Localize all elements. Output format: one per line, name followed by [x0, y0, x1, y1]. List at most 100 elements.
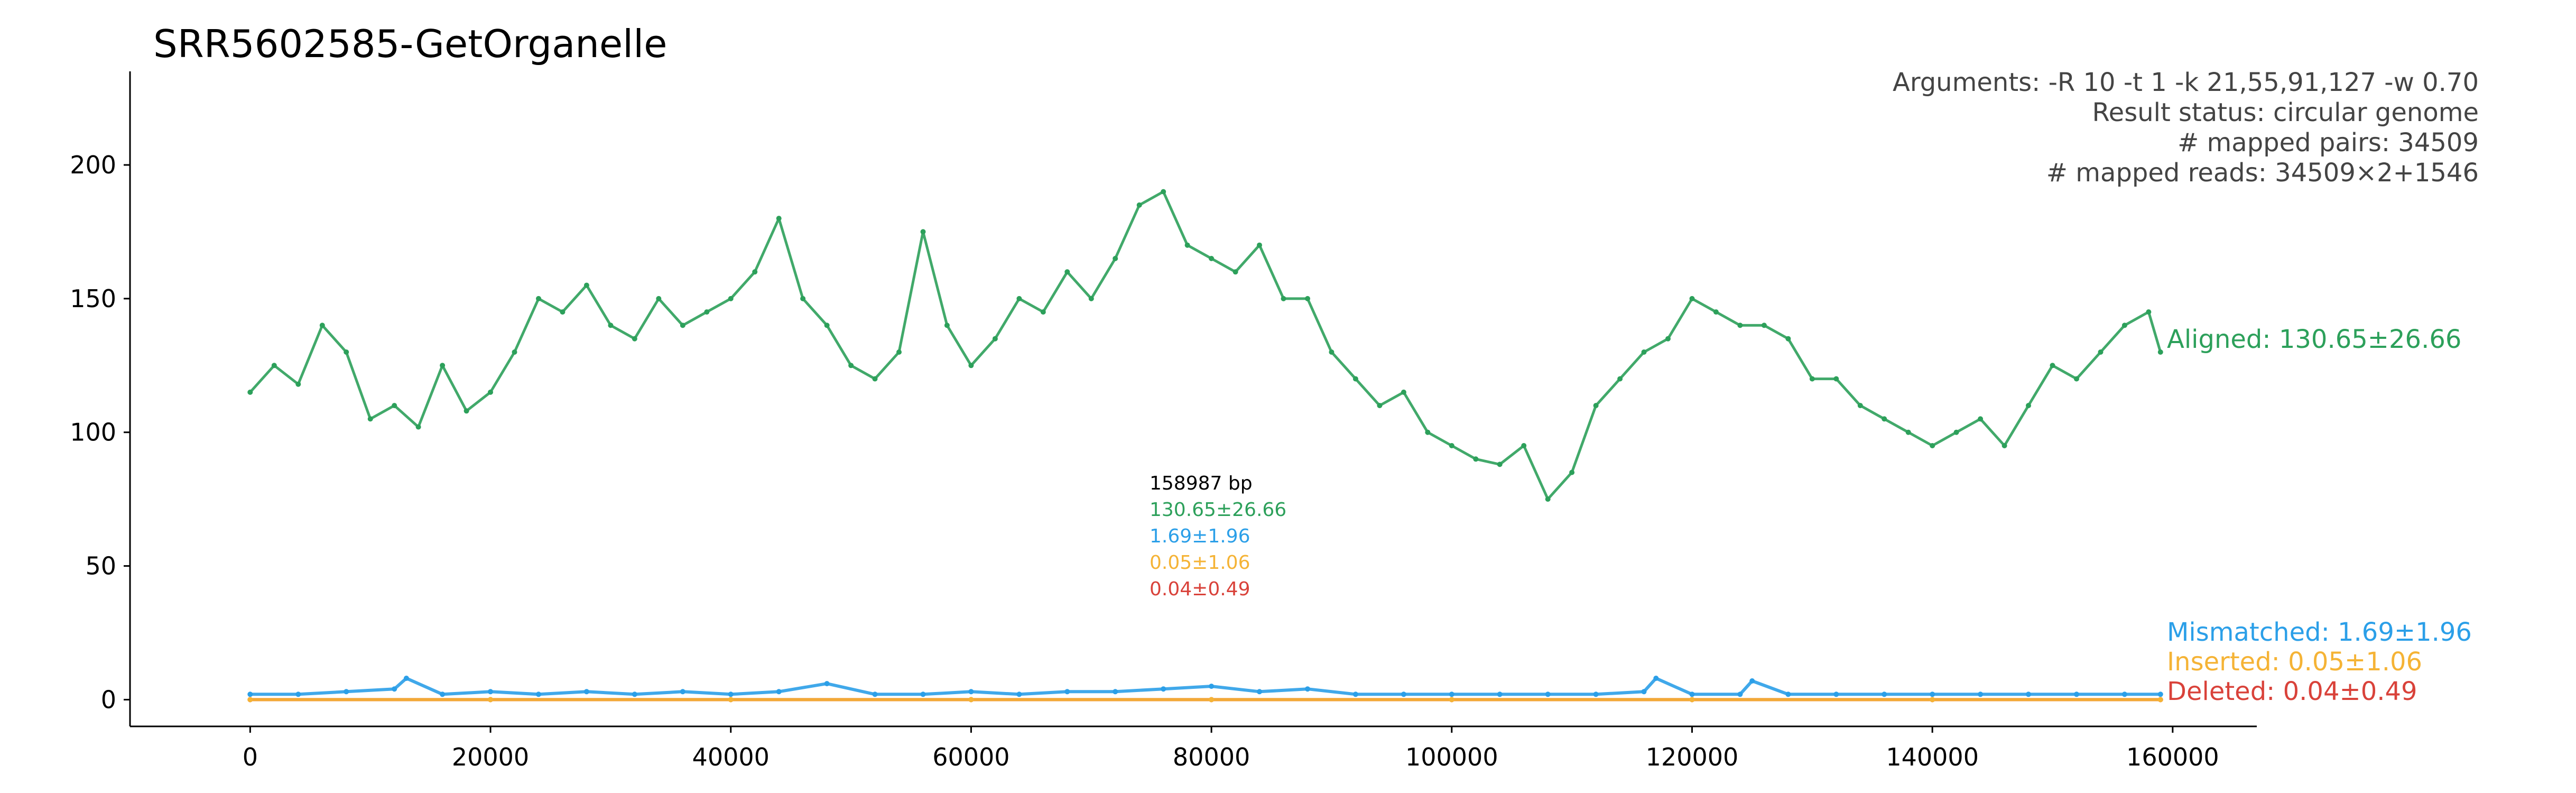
data-point [512, 349, 517, 355]
data-point [1930, 697, 1935, 703]
data-point [1882, 691, 1887, 697]
data-point [2074, 376, 2079, 382]
data-point [1497, 691, 1503, 697]
data-point [824, 681, 830, 687]
data-point [2074, 691, 2079, 697]
data-point [968, 363, 974, 368]
data-point [1833, 691, 1839, 697]
data-point [1016, 296, 1022, 301]
stats-deleted: 0.04±0.49 [1150, 578, 1250, 600]
data-point [1749, 678, 1755, 684]
data-point [1257, 689, 1262, 695]
data-point [2002, 443, 2007, 448]
data-point [1401, 389, 1406, 395]
x-tick-label: 80000 [1173, 743, 1250, 771]
data-point [680, 322, 685, 328]
data-point [1136, 202, 1142, 208]
stats-box: 158987 bp 130.65±26.66 1.69±1.96 0.05±1.06 0… [1150, 473, 1286, 600]
data-point [824, 322, 830, 328]
series-0 [247, 189, 2163, 502]
data-point [1064, 689, 1070, 695]
data-point [1113, 256, 1118, 261]
info-line: # mapped reads: 34509×2+1546 [2046, 158, 2479, 188]
data-point [488, 697, 493, 703]
data-point [1161, 189, 1166, 195]
data-point [1641, 689, 1647, 695]
info-line: Result status: circular genome [2092, 98, 2479, 127]
data-point [872, 376, 878, 382]
data-point [1040, 309, 1046, 315]
data-point [536, 296, 541, 301]
data-point [1978, 416, 1984, 422]
series-label: Deleted: 0.04±0.49 [2167, 677, 2417, 706]
data-point [632, 336, 637, 342]
chart-title: SRR5602585-GetOrganelle [153, 22, 667, 66]
data-point [776, 689, 782, 695]
data-point [319, 322, 325, 328]
data-point [2121, 691, 2127, 697]
data-point [1569, 469, 1575, 475]
data-point [440, 691, 446, 697]
data-point [2146, 309, 2152, 315]
x-tick-label: 100000 [1405, 743, 1498, 771]
data-point [392, 403, 397, 409]
data-point [367, 416, 373, 422]
series-layer [247, 189, 2163, 703]
data-point [1473, 456, 1479, 462]
data-point [1064, 269, 1070, 275]
data-point [776, 216, 782, 222]
data-point [1593, 691, 1599, 697]
data-point [1113, 689, 1118, 695]
data-point [656, 296, 662, 301]
data-point [295, 381, 301, 387]
x-tick-label: 40000 [692, 743, 770, 771]
data-point [728, 296, 734, 301]
data-point [632, 691, 637, 697]
data-point [440, 363, 446, 368]
data-point [464, 408, 469, 414]
series-label: Mismatched: 1.69±1.96 [2167, 617, 2472, 647]
data-point [488, 389, 493, 395]
data-point [344, 349, 349, 355]
data-point [488, 689, 493, 695]
data-point [1497, 462, 1503, 467]
data-point [1978, 691, 1984, 697]
x-ticks: 0 20000 40000 60000 80000 100000 120000 140000 1… [243, 726, 2219, 771]
data-point [1521, 443, 1527, 448]
data-point [247, 697, 253, 703]
data-point [1257, 242, 1262, 248]
data-point [1930, 443, 1935, 448]
data-point [1737, 691, 1743, 697]
series-labels: Aligned: 130.65±26.66 Mismatched: 1.69±1.… [2167, 325, 2472, 706]
data-point [1905, 429, 1911, 435]
data-point [1305, 296, 1310, 301]
data-point [608, 322, 614, 328]
data-point [704, 309, 710, 315]
y-tick-label: 100 [70, 418, 116, 447]
data-point [1641, 349, 1647, 355]
data-point [896, 349, 902, 355]
data-point [1689, 296, 1695, 301]
data-point [1305, 686, 1310, 692]
info-line: # mapped pairs: 34509 [2177, 128, 2479, 158]
data-point [1209, 697, 1215, 703]
data-point [2026, 691, 2031, 697]
data-point [1352, 376, 1358, 382]
stats-mismatched: 1.69±1.96 [1150, 525, 1250, 547]
data-point [1785, 691, 1791, 697]
series-line [250, 677, 2161, 696]
data-point [1689, 691, 1695, 697]
data-point [1617, 376, 1623, 382]
data-point [1449, 443, 1454, 448]
data-point [2050, 363, 2055, 368]
data-point [1665, 336, 1671, 342]
data-point [728, 691, 734, 697]
data-point [752, 269, 758, 275]
series-1 [247, 676, 2163, 697]
data-point [968, 689, 974, 695]
stats-aligned: 130.65±26.66 [1150, 499, 1286, 521]
data-point [1449, 691, 1454, 697]
data-point [1449, 697, 1454, 703]
data-point [1737, 322, 1743, 328]
y-tick-label: 200 [70, 151, 116, 179]
